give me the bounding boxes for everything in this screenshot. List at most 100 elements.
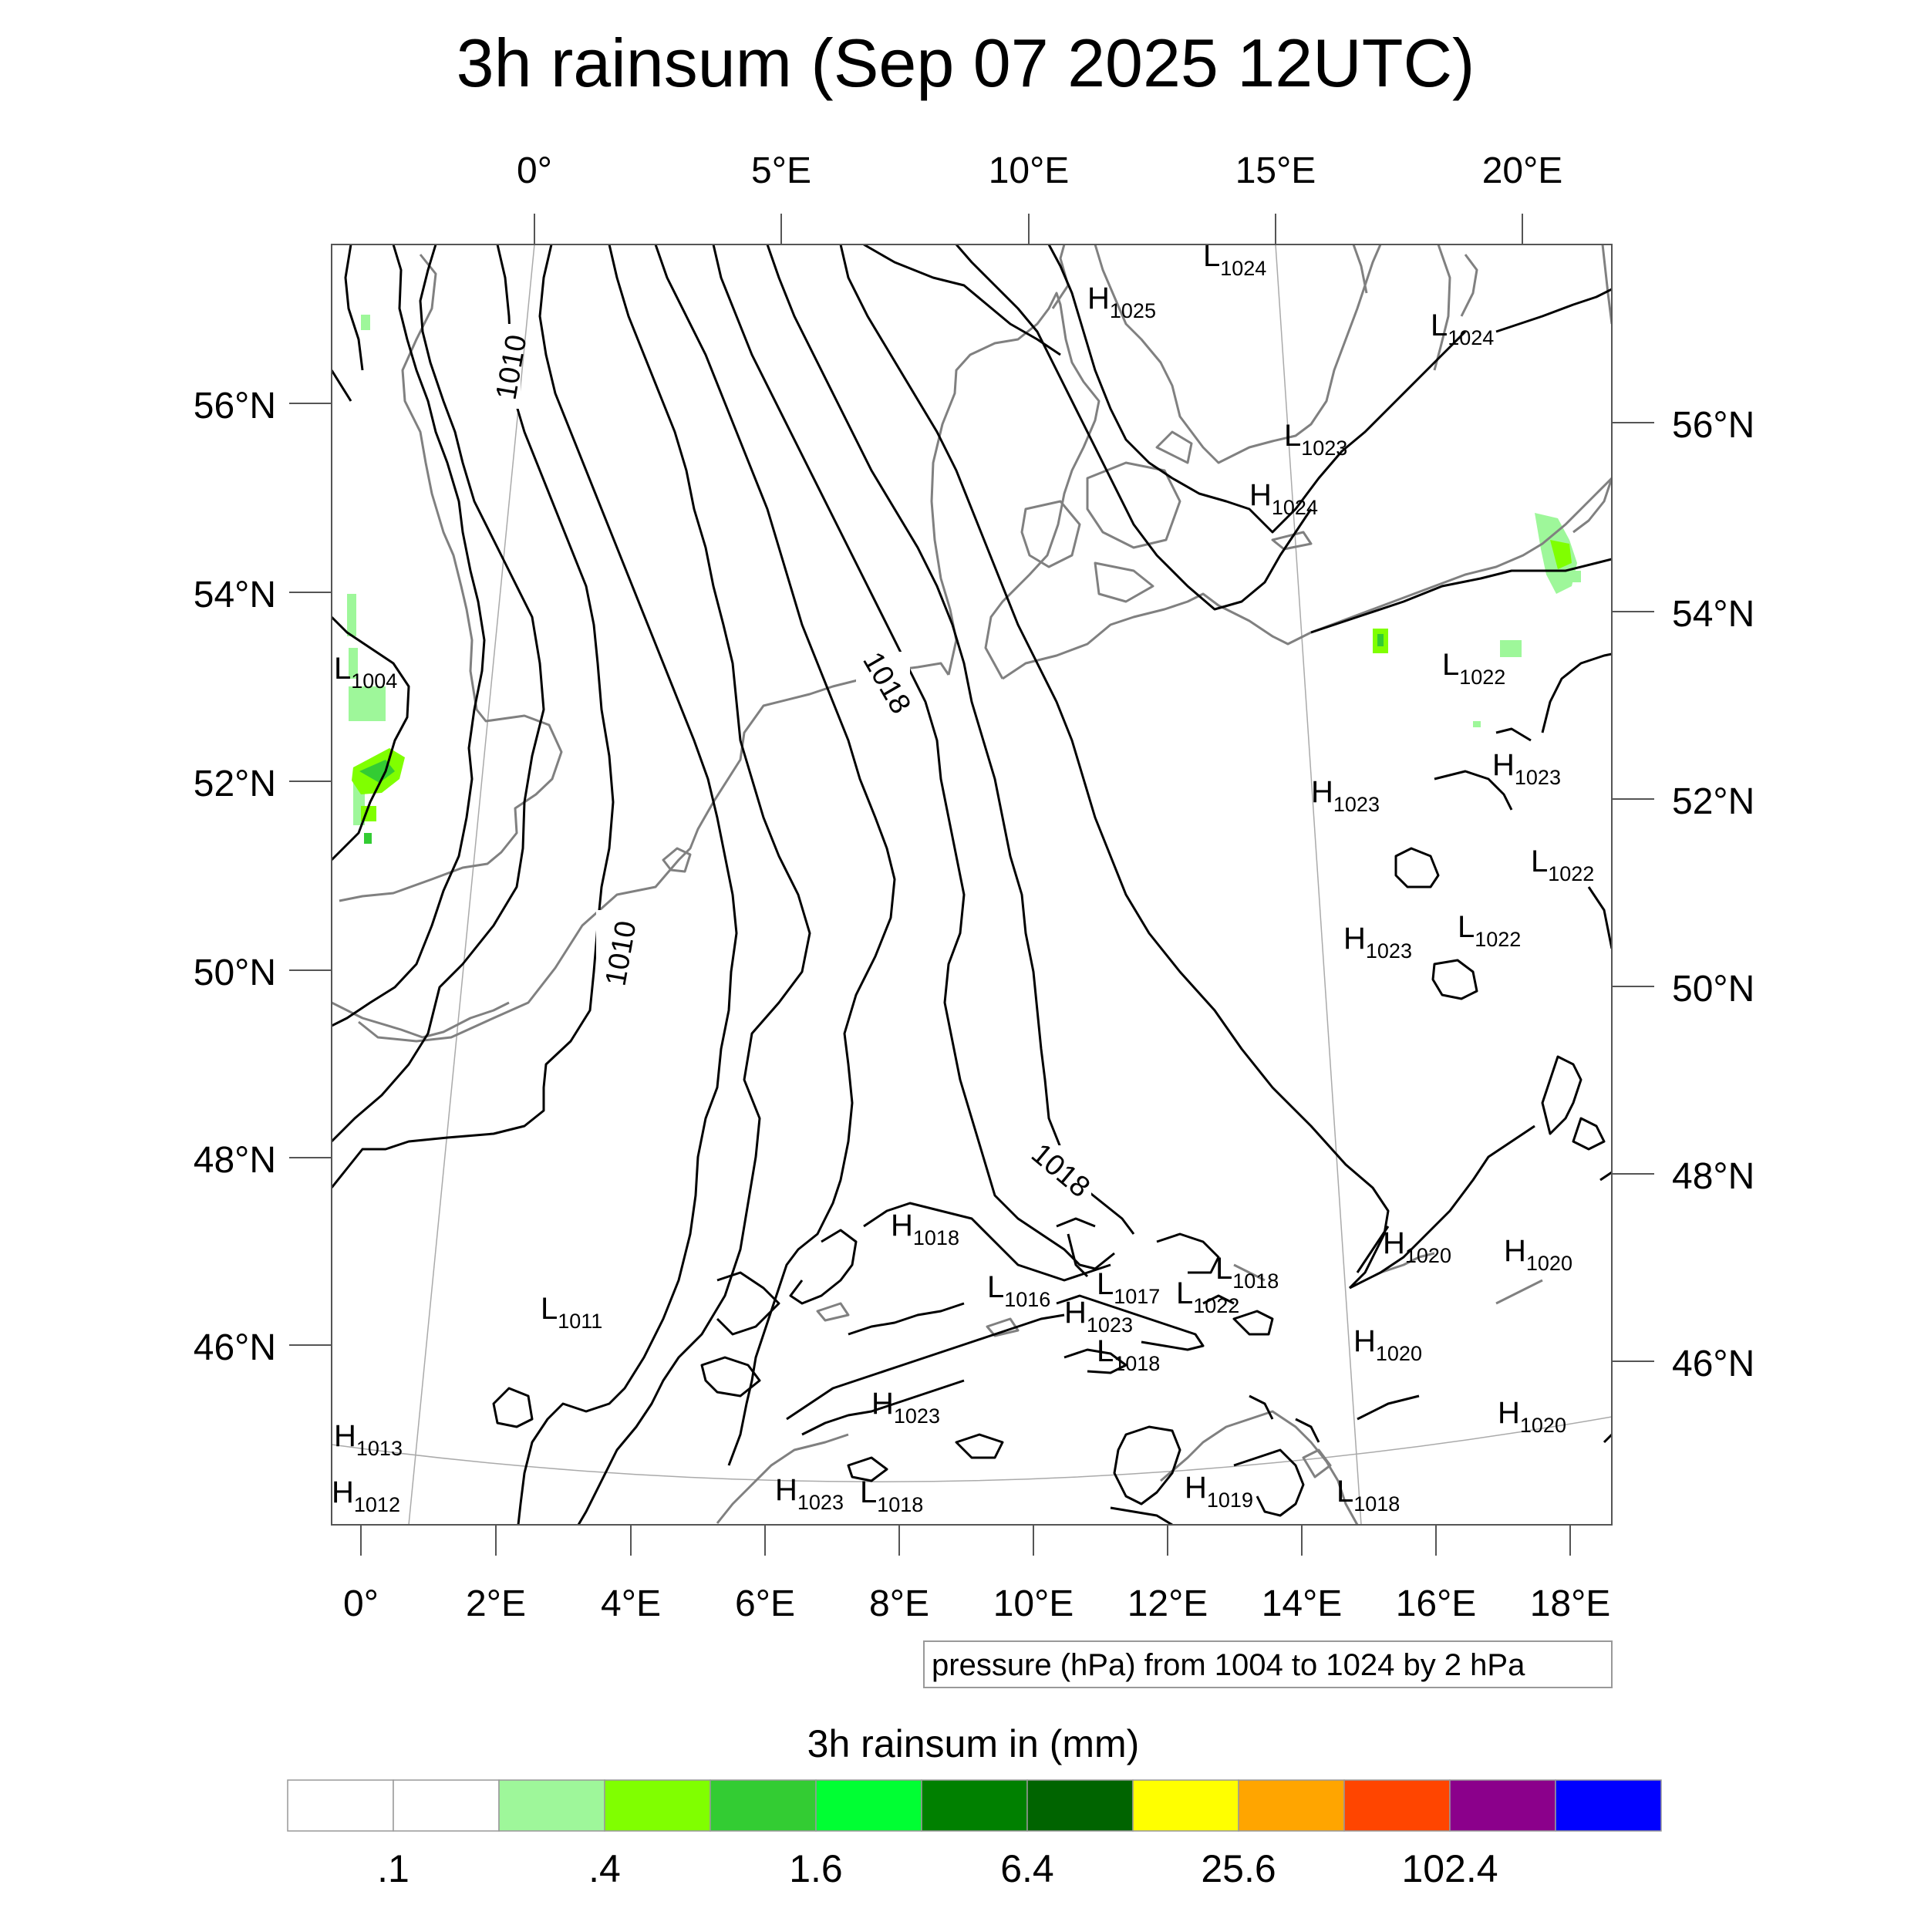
left-ticks [289, 403, 332, 1346]
lon-top-label: 5°E [751, 150, 811, 191]
low-pressure-center: L1024 [1203, 239, 1266, 280]
lat-right-label: 50°N [1672, 969, 1754, 1010]
colorbar-swatch [1449, 1779, 1556, 1832]
colorbar-tick-label: .1 [377, 1847, 410, 1890]
left-latitude-labels: 56°N 54°N 52°N 50°N 48°N 46°N [194, 386, 276, 1368]
colorbar-swatch [604, 1779, 711, 1832]
high-pressure-center: H1020 [1353, 1324, 1422, 1365]
colorbar-swatch [1238, 1779, 1345, 1832]
lon-top-label: 10°E [989, 150, 1070, 191]
lon-bottom-label: 6°E [735, 1583, 795, 1624]
coastlines [332, 244, 1612, 1525]
colorbar-swatch [393, 1779, 500, 1832]
graticule [332, 244, 1612, 1525]
colorbar [287, 1779, 1662, 1832]
high-pressure-center: H1024 [1249, 478, 1318, 519]
lat-left-label: 52°N [194, 764, 276, 804]
lon-top-label: 0° [517, 150, 552, 191]
colorbar-labels: .1 .4 1.6 6.4 25.6 102.4 [377, 1847, 1498, 1890]
lat-left-label: 50°N [194, 953, 276, 993]
colorbar-swatch [1132, 1779, 1239, 1832]
colorbar-tick-label: 1.6 [789, 1847, 843, 1890]
colorbar-tick-label: 25.6 [1201, 1847, 1276, 1890]
lon-bottom-label: 8°E [869, 1583, 929, 1624]
lon-bottom-label: 16°E [1396, 1583, 1477, 1624]
high-pressure-center: H1019 [1185, 1471, 1253, 1512]
high-pressure-center: H1023 [1343, 922, 1412, 963]
lat-left-label: 56°N [194, 386, 276, 427]
lon-bottom-label: 0° [343, 1583, 379, 1624]
high-pressure-center: H1023 [1064, 1296, 1133, 1337]
lat-right-label: 54°N [1672, 594, 1754, 635]
high-pressure-center: H1020 [1504, 1234, 1572, 1275]
low-pressure-center: L1011 [541, 1292, 602, 1333]
high-pressure-center: H1020 [1498, 1396, 1566, 1437]
low-pressure-center: L1016 [987, 1270, 1050, 1311]
high-pressure-center: H1020 [1383, 1226, 1451, 1267]
lat-left-label: 48°N [194, 1140, 276, 1181]
high-pressure-center: H1013 [334, 1419, 403, 1460]
colorbar-swatch [1343, 1779, 1451, 1832]
lon-bottom-label: 12°E [1127, 1583, 1208, 1624]
lon-bottom-label: 4°E [601, 1583, 661, 1624]
low-pressure-center: L1018 [860, 1475, 923, 1516]
isobars [332, 244, 1612, 1525]
bottom-ticks [360, 1525, 1571, 1556]
colorbar-swatch [287, 1779, 394, 1832]
high-pressure-center: H1023 [1492, 748, 1561, 789]
contour-info-text: pressure (hPa) from 1004 to 1024 by 2 hP… [932, 1648, 1525, 1682]
colorbar-swatch [710, 1779, 817, 1832]
low-pressure-center: L1022 [1442, 648, 1505, 689]
low-pressure-center: L1022 [1531, 845, 1594, 885]
low-pressure-center: L1018 [1097, 1334, 1160, 1375]
low-pressure-center: L1017 [1097, 1267, 1160, 1308]
colorbar-tick-label: 102.4 [1401, 1847, 1498, 1890]
high-pressure-center: H1018 [891, 1209, 959, 1249]
isobar-labels: 1010 1018 1010 1018 [488, 324, 1096, 1207]
colorbar-swatch [498, 1779, 605, 1832]
right-latitude-labels: 56°N 54°N 52°N 50°N 48°N 46°N [1672, 405, 1754, 1384]
lat-left-label: 54°N [194, 575, 276, 615]
lat-right-label: 46°N [1672, 1344, 1754, 1384]
bottom-longitude-labels: 0° 2°E 4°E 6°E 8°E 10°E 12°E 14°E 16°E 1… [343, 1583, 1610, 1624]
pressure-centers: L1024 H1025 L1024 L1023 H1024 L1004 L1022 H1023… [332, 239, 1594, 1516]
lat-left-label: 46°N [194, 1327, 276, 1368]
figure-title: 3h rainsum (Sep 07 2025 12UTC) [457, 25, 1475, 101]
high-pressure-center: H1023 [775, 1473, 844, 1514]
high-pressure-center: H1023 [1311, 775, 1380, 816]
low-pressure-center: L1018 [1215, 1252, 1279, 1293]
low-pressure-center: L1022 [1458, 910, 1521, 951]
lat-right-label: 48°N [1672, 1156, 1754, 1197]
lat-right-label: 56°N [1672, 405, 1754, 446]
colorbar-tick-label: .4 [588, 1847, 621, 1890]
lon-bottom-label: 14°E [1262, 1583, 1343, 1624]
low-pressure-center: L1023 [1284, 419, 1347, 460]
top-longitude-labels: 0° 5°E 10°E 15°E 20°E [517, 150, 1562, 191]
low-pressure-center: L1022 [1176, 1276, 1239, 1317]
lon-top-label: 15°E [1235, 150, 1316, 191]
colorbar-swatch [815, 1779, 922, 1832]
lon-top-label: 20°E [1482, 150, 1563, 191]
low-pressure-center: L1018 [1336, 1475, 1400, 1516]
colorbar-swatch [921, 1779, 1028, 1832]
contour-info-box [923, 1640, 1613, 1688]
map-frame [331, 244, 1613, 1526]
lon-bottom-label: 2°E [466, 1583, 526, 1624]
lat-right-label: 52°N [1672, 781, 1754, 822]
colorbar-swatch [1026, 1779, 1134, 1832]
high-pressure-center: H1012 [332, 1475, 400, 1516]
map-panel: 1010 1018 1010 1018 L1024 H1025 L1024 L1023… [332, 239, 1612, 1525]
high-pressure-center: H1025 [1087, 282, 1156, 322]
colorbar-swatch [1555, 1779, 1662, 1832]
lon-bottom-label: 18°E [1530, 1583, 1611, 1624]
colorbar-tick-label: 6.4 [1000, 1847, 1054, 1890]
colorbar-title: 3h rainsum in (mm) [807, 1722, 1140, 1765]
lon-bottom-label: 10°E [993, 1583, 1074, 1624]
rain-areas [347, 315, 1581, 844]
right-ticks [1612, 422, 1654, 1362]
low-pressure-center: L1004 [334, 652, 397, 693]
top-ticks [534, 214, 1523, 244]
low-pressure-center: L1024 [1431, 309, 1494, 349]
